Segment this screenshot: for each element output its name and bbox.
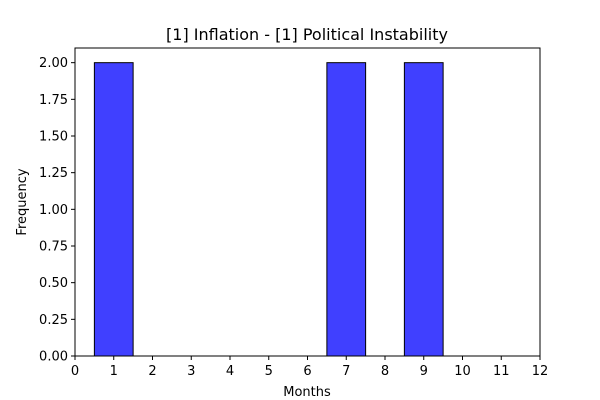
bar-month-1 [93,62,134,357]
x-axis-label: Months [283,385,331,400]
y-tick-label: 1.50 [39,130,68,145]
bars-group [93,62,444,357]
x-tick-label: 7 [342,364,350,379]
x-tick-label: 6 [303,364,311,379]
bar-month-7 [326,62,367,357]
x-tick-label: 0 [71,364,79,379]
y-tick-label: 1.25 [39,166,68,181]
x-tick-label: 4 [226,364,234,379]
x-tick-label: 1 [110,364,118,379]
y-tick-label: 0.25 [39,313,68,328]
x-tick-label: 9 [420,364,428,379]
y-tick-label: 2.00 [39,56,68,71]
y-axis-label: Frequency [15,168,30,235]
x-tick-label: 5 [265,364,273,379]
y-tick-label: 1.00 [39,203,68,218]
bar-month-9 [403,62,444,357]
y-ticks-group: 0.00 0.25 0.50 0.75 1.00 1.25 1.50 1.75 2.00 [39,56,75,365]
x-tick-label: 2 [148,364,156,379]
y-tick-label: 0.75 [39,240,68,255]
x-tick-label: 11 [493,364,510,379]
y-tick-label: 1.75 [39,93,68,108]
x-tick-label: 10 [454,364,471,379]
y-tick-label: 0.50 [39,276,68,291]
y-tick-label: 0.00 [39,350,68,365]
x-tick-label: 12 [532,364,549,379]
chart-title: [1] Inflation - [1] Political Instabilit… [166,25,448,44]
x-tick-label: 3 [187,364,195,379]
x-tick-label: 8 [381,364,389,379]
x-ticks-group: 0 1 2 3 4 5 6 7 8 9 10 11 12 [71,356,548,379]
plot-frame [74,47,541,357]
